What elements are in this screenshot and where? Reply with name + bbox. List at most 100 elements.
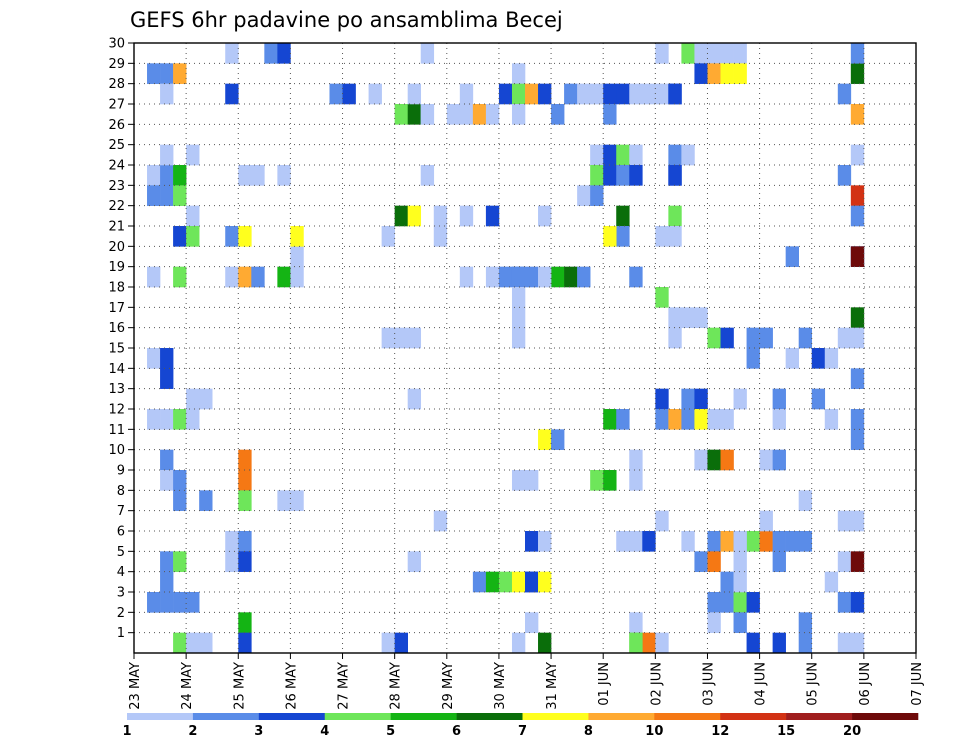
heatmap-cell bbox=[407, 327, 422, 349]
heatmap-cell bbox=[394, 327, 408, 349]
heatmap-cell bbox=[277, 490, 291, 511]
heatmap-cell bbox=[655, 388, 669, 410]
heatmap-cell bbox=[616, 409, 630, 430]
heatmap-cell bbox=[420, 104, 435, 125]
heatmap-cell bbox=[655, 632, 669, 654]
heatmap-cell bbox=[850, 205, 865, 227]
heatmap-cell bbox=[720, 327, 734, 349]
heatmap-cells bbox=[147, 43, 865, 654]
heatmap-cell bbox=[707, 327, 721, 349]
heatmap-cell bbox=[824, 409, 839, 430]
heatmap-cell bbox=[173, 632, 187, 654]
y-tick-label: 29 bbox=[108, 57, 125, 72]
heatmap-cell bbox=[655, 43, 669, 64]
heatmap-cell bbox=[238, 490, 252, 511]
heatmap-cell bbox=[720, 592, 734, 613]
heatmap-cell bbox=[694, 449, 708, 471]
heatmap-cell bbox=[485, 205, 500, 227]
x-tick-label: 26 MAY bbox=[284, 662, 299, 710]
heatmap-cell bbox=[525, 83, 539, 105]
y-tick-label: 3 bbox=[117, 586, 125, 601]
heatmap-cell bbox=[147, 592, 161, 613]
heatmap-cell bbox=[798, 612, 813, 633]
heatmap-cell bbox=[511, 63, 526, 84]
heatmap-cell bbox=[850, 592, 865, 613]
heatmap-cell bbox=[733, 592, 747, 613]
heatmap-cell bbox=[850, 185, 865, 206]
heatmap-cell bbox=[681, 531, 695, 552]
heatmap-cell bbox=[160, 144, 174, 166]
heatmap-cell bbox=[160, 470, 174, 491]
heatmap-cell bbox=[733, 63, 747, 84]
heatmap-cell bbox=[811, 388, 826, 410]
heatmap-cell bbox=[173, 63, 187, 84]
heatmap-cell bbox=[811, 348, 826, 369]
heatmap-cell bbox=[642, 531, 656, 552]
y-tick-label: 23 bbox=[108, 179, 125, 194]
heatmap-cell bbox=[655, 409, 669, 430]
y-tick-label: 12 bbox=[108, 403, 125, 418]
heatmap-cell bbox=[485, 266, 500, 288]
heatmap-cell bbox=[720, 43, 734, 64]
heatmap-cell bbox=[525, 571, 539, 593]
heatmap-cell bbox=[329, 83, 343, 105]
heatmap-cell bbox=[186, 144, 200, 166]
heatmap-cell bbox=[186, 226, 200, 247]
y-tick-label: 28 bbox=[108, 77, 125, 92]
heatmap-cell bbox=[173, 409, 187, 430]
heatmap-cell bbox=[485, 104, 500, 125]
heatmap-cell bbox=[642, 83, 656, 105]
heatmap-cell bbox=[420, 43, 435, 64]
y-tick-label: 17 bbox=[108, 301, 125, 316]
heatmap-cell bbox=[498, 571, 513, 593]
heatmap-cell bbox=[655, 287, 669, 308]
heatmap-cell bbox=[498, 266, 513, 288]
colorbar-segment bbox=[390, 713, 457, 720]
heatmap-cell bbox=[551, 104, 565, 125]
x-tick-label: 04 JUN bbox=[754, 662, 769, 706]
colorbar-label: 5 bbox=[386, 724, 395, 739]
colorbar-segment bbox=[456, 713, 523, 720]
y-tick-label: 14 bbox=[108, 362, 125, 377]
heatmap-cell bbox=[746, 632, 760, 654]
heatmap-cell bbox=[173, 551, 187, 572]
y-tick-label: 1 bbox=[117, 626, 125, 641]
heatmap-cell bbox=[238, 551, 252, 572]
heatmap-cell bbox=[511, 571, 526, 593]
heatmap-cell bbox=[785, 531, 799, 552]
heatmap-cell bbox=[264, 43, 278, 64]
heatmap-cell bbox=[290, 266, 304, 288]
heatmap-cell bbox=[603, 409, 617, 430]
heatmap-cell bbox=[746, 348, 760, 369]
y-tick-label: 5 bbox=[117, 545, 125, 560]
heatmap-cell bbox=[850, 246, 865, 267]
heatmap-cell bbox=[538, 632, 552, 654]
heatmap-cell bbox=[394, 205, 408, 227]
heatmap-cell bbox=[147, 266, 161, 288]
heatmap-cell bbox=[629, 144, 643, 166]
x-tick-label: 28 MAY bbox=[389, 662, 404, 710]
heatmap-cell bbox=[173, 592, 187, 613]
heatmap-cell bbox=[629, 449, 643, 471]
heatmap-cell bbox=[199, 388, 213, 410]
heatmap-cell bbox=[694, 388, 708, 410]
heatmap-cell bbox=[733, 612, 747, 633]
heatmap-cell bbox=[668, 205, 682, 227]
heatmap-cell bbox=[407, 83, 422, 105]
heatmap-cell bbox=[446, 104, 461, 125]
heatmap-cell bbox=[199, 490, 213, 511]
heatmap-cell bbox=[629, 165, 643, 186]
y-tick-label: 27 bbox=[108, 98, 125, 113]
heatmap-cell bbox=[173, 490, 187, 511]
heatmap-cell bbox=[551, 429, 565, 450]
heatmap-cell bbox=[225, 43, 239, 64]
y-tick-label: 11 bbox=[108, 423, 125, 438]
y-tick-label: 25 bbox=[108, 138, 125, 153]
heatmap-cell bbox=[147, 165, 161, 186]
colorbar-segment bbox=[588, 713, 655, 720]
heatmap-cell bbox=[850, 144, 865, 166]
y-tick-label: 22 bbox=[108, 199, 125, 214]
colorbar-label: 12 bbox=[711, 724, 729, 739]
heatmap-cell bbox=[238, 632, 252, 654]
